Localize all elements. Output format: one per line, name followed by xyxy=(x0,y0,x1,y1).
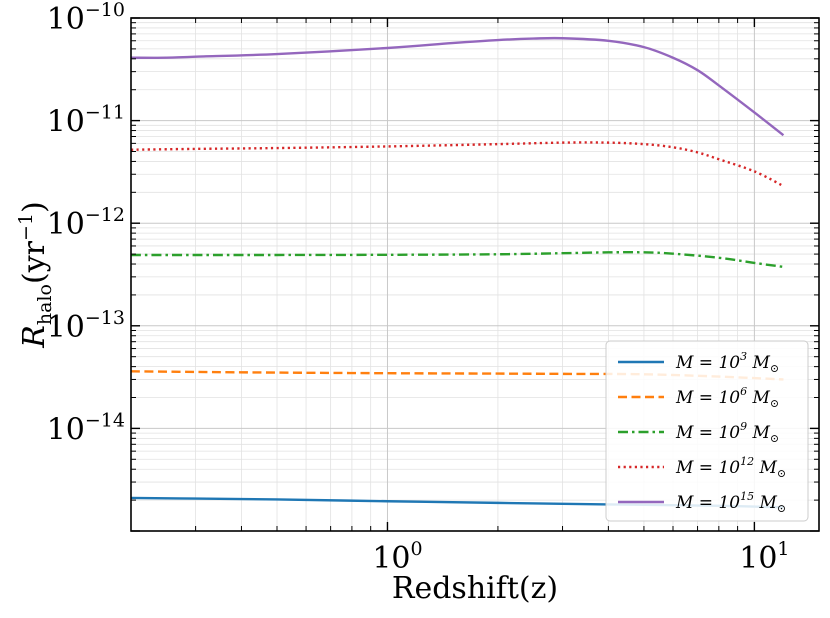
series-line-2 xyxy=(131,251,784,269)
y-tick-label: 10−10 xyxy=(47,0,125,37)
legend-label: M = 106 M⊙ xyxy=(675,385,779,410)
y-tick-label: 10−13 xyxy=(47,307,125,345)
y-axis-label: Rhalo(yr−1) xyxy=(15,201,56,348)
y-axis-label-close: ) xyxy=(17,201,52,213)
y-tick-label: 10−11 xyxy=(47,102,125,140)
x-axis-label: Redshift(z) xyxy=(392,571,558,606)
y-axis-label-exp: −1 xyxy=(15,213,37,241)
legend: M = 103 M⊙ M = 106 M⊙ M = 109 M⊙ M = 1012 M… xyxy=(605,340,809,522)
legend-label: M = 109 M⊙ xyxy=(675,420,779,445)
y-axis-label-main: R xyxy=(17,325,52,349)
x-tick-label: 101 xyxy=(739,538,789,576)
y-tick-label: 10−14 xyxy=(47,409,125,447)
y-axis-label-unit: (yr xyxy=(17,240,52,284)
x-tick-label: 100 xyxy=(372,538,422,576)
series-line-4 xyxy=(130,36,785,137)
x-tick-labels: 100 101 xyxy=(372,538,789,576)
y-tick-labels: 10−10 10−11 10−12 10−13 10−14 xyxy=(47,0,125,447)
legend-label: M = 103 M⊙ xyxy=(675,350,779,375)
series-line-3 xyxy=(130,141,784,188)
legend-label: M = 1015 M⊙ xyxy=(675,490,786,515)
tick-marks xyxy=(130,17,819,532)
y-axis-label-sub: halo xyxy=(34,284,56,325)
plot-frame xyxy=(130,17,820,532)
y-tick-label: 10−12 xyxy=(47,204,125,242)
legend-label: M = 1012 M⊙ xyxy=(675,455,786,480)
legend-box xyxy=(605,340,809,522)
